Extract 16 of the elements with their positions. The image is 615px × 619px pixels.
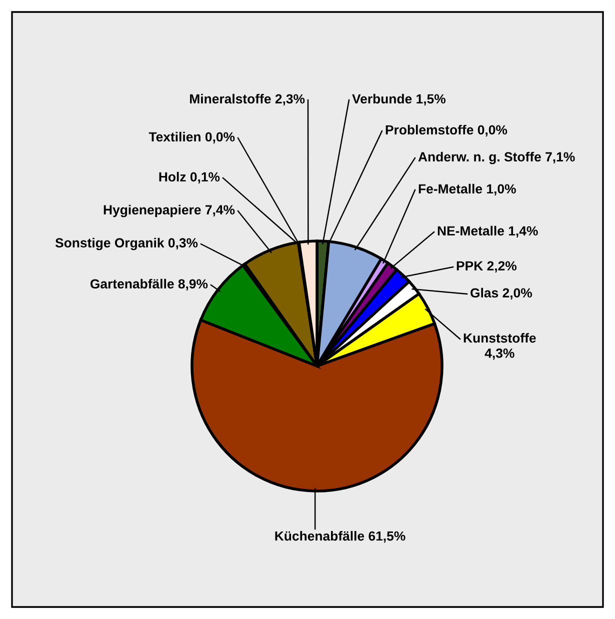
slice-label: NE-Metalle 1,4% (438, 226, 538, 238)
slice-label: Holz 0,1% (159, 172, 220, 184)
slice-label: Gartenabfälle 8,9% (90, 278, 208, 290)
slice-label: Fe-Metalle 1,0% (418, 184, 516, 196)
slice-label: Hygienepapiere 7,4% (104, 204, 235, 218)
slice-label: PPK 2,2% (456, 261, 517, 272)
slice-label: Mineralstoffe 2,3% (190, 94, 305, 106)
slice-label: Glas 2,0% (470, 288, 532, 300)
slice-label: Kunststoffe (464, 333, 536, 343)
category-label: Textilien 0,0% (148, 132, 235, 144)
data-label: 4,3% (484, 348, 514, 360)
category-label: Problemstoffe 0,0% (386, 124, 508, 136)
slice-label: Sonstige Organik 0,3% (55, 238, 198, 250)
slice-label: Verbunde 1,5% (352, 94, 446, 106)
slice-label: Anderw. n. g. Stoffe 7,1% (418, 152, 575, 164)
slice-label: Küchenabfälle 61,5% (275, 531, 406, 543)
